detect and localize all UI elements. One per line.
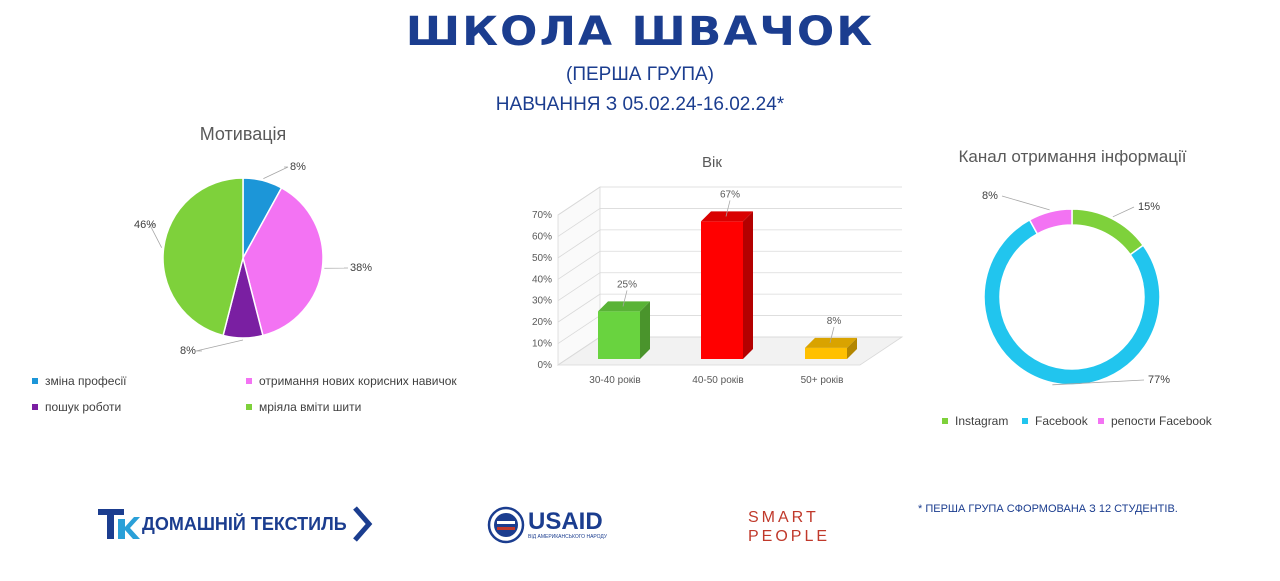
legend-swatch xyxy=(246,404,252,410)
legend-swatch xyxy=(32,404,38,410)
channel-donut-chart: 15% 77% 8% xyxy=(982,190,1170,386)
footnote: * ПЕРША ГРУПА СФОРМОВАНА З 12 СТУДЕНТІВ. xyxy=(918,503,1178,515)
legend-swatch xyxy=(1098,418,1104,424)
legend-item: зміна професії xyxy=(32,374,126,388)
bar-top xyxy=(805,337,857,348)
page-title: ШКОЛА ШВАЧОК xyxy=(405,8,875,55)
bar-side xyxy=(847,337,857,359)
y-tick-label: 20% xyxy=(532,317,552,328)
data-label: 15% xyxy=(1138,201,1160,213)
usaid-logo-word: USAID xyxy=(528,508,603,535)
y-tick-label: 50% xyxy=(532,253,552,264)
leader-line xyxy=(1001,195,1050,211)
data-label: 77% xyxy=(1148,374,1170,386)
bar-front xyxy=(701,221,743,359)
tk-logo-icon xyxy=(98,509,140,539)
legend-item: мріяла вміти шити xyxy=(246,400,361,414)
data-label: 8% xyxy=(982,190,998,202)
data-label: 46% xyxy=(134,219,156,231)
leader-line xyxy=(149,224,163,248)
age-chart-title: Вік xyxy=(702,154,722,171)
donut-segment xyxy=(1028,208,1073,235)
data-label: 25% xyxy=(617,279,637,290)
motivation-chart-title: Мотивація xyxy=(199,124,287,144)
leader-line xyxy=(195,339,244,352)
x-tick-label: 40-50 років xyxy=(692,375,743,386)
gridline xyxy=(557,315,601,344)
tk-logo-text: ДОМАШНІЙ ТЕКСТИЛЬ xyxy=(142,513,347,534)
gridline xyxy=(557,229,601,259)
usaid-logo: USAID ВІД АМЕРИКАНСЬКОГО НАРОДУ xyxy=(487,506,607,544)
legend-item: Facebook xyxy=(1022,414,1088,428)
smart-people-line-1: SMART xyxy=(748,509,819,526)
gridline xyxy=(557,336,601,366)
page-subtitle: (ПЕРША ГРУПА) xyxy=(566,64,714,85)
legend-swatch xyxy=(32,378,38,384)
legend-item: пошук роботи xyxy=(32,400,121,414)
gridline xyxy=(557,186,601,216)
leader-line xyxy=(622,290,628,307)
legend-swatch xyxy=(1022,418,1028,424)
leader-line xyxy=(1112,206,1135,218)
motivation-legend: зміна професії отримання нових корисних … xyxy=(32,374,492,422)
bar-side xyxy=(743,211,753,359)
legend-item: отримання нових корисних навичок xyxy=(246,374,457,388)
legend-swatch xyxy=(246,378,252,384)
leader-line xyxy=(1052,379,1145,386)
x-tick-label: 50+ років xyxy=(801,375,844,386)
leader-line xyxy=(725,200,731,217)
pie-slice xyxy=(162,177,244,337)
usaid-logo-text: USAID xyxy=(528,510,607,534)
data-label: 8% xyxy=(827,316,842,327)
training-dates: НАВЧАННЯ З 05.02.24-16.02.24* xyxy=(495,94,785,115)
x-tick-label: 30-40 років xyxy=(589,375,640,386)
channel-chart-title: Канал отримання інформації xyxy=(958,147,1187,166)
y-tick-label: 30% xyxy=(532,296,552,307)
side-wall xyxy=(557,186,601,366)
leader-line xyxy=(263,166,289,179)
y-tick-label: 70% xyxy=(532,210,552,221)
data-label: 8% xyxy=(180,345,196,357)
legend-label: Facebook xyxy=(1035,414,1088,428)
pie-slice xyxy=(242,186,324,337)
usaid-logo-subtext: ВІД АМЕРИКАНСЬКОГО НАРОДУ xyxy=(528,534,608,540)
legend-label: пошук роботи xyxy=(45,400,122,414)
gridline xyxy=(557,293,601,323)
data-label: 8% xyxy=(290,161,306,173)
chevron-right-icon xyxy=(352,506,372,542)
donut-segment xyxy=(1071,208,1145,256)
leader-line xyxy=(829,326,835,343)
bar-side xyxy=(640,301,650,359)
legend-label: зміна професії xyxy=(45,374,127,388)
bar-top xyxy=(701,211,753,222)
y-tick-label: 60% xyxy=(532,231,552,242)
smart-people-logo: SMART PEOPLE xyxy=(748,508,830,546)
usaid-seal-icon xyxy=(487,506,525,544)
legend-swatch xyxy=(942,418,948,424)
donut-segment xyxy=(983,218,1161,386)
legend-item: Instagram xyxy=(942,414,1008,428)
motivation-pie-chart: 8% 38% 8% 46% xyxy=(134,161,372,357)
smart-people-line-2: PEOPLE xyxy=(748,528,831,545)
data-label: 38% xyxy=(350,262,372,274)
bar-front xyxy=(598,311,640,359)
legend-item: репости Facebook xyxy=(1098,414,1212,428)
legend-label: Instagram xyxy=(955,414,1009,428)
y-tick-label: 0% xyxy=(538,360,553,371)
bar-front xyxy=(805,347,847,359)
gridline xyxy=(557,272,601,302)
domashniy-tekstyl-logo: ДОМАШНІЙ ТЕКСТИЛЬ xyxy=(96,505,373,543)
legend-label: отримання нових корисних навичок xyxy=(259,374,457,388)
legend-label: репости Facebook xyxy=(1111,414,1212,428)
bar-top xyxy=(598,301,650,312)
age-bar-chart: 0% 10% 20% 30% 40% 50% 60% 70% 25% 30-40 років 67… xyxy=(532,186,904,386)
legend-label: мріяла вміти шити xyxy=(259,400,362,414)
gridline xyxy=(557,250,601,280)
channel-legend: Instagram Facebook репости Facebook xyxy=(942,414,1242,432)
y-tick-label: 40% xyxy=(532,274,552,285)
data-label: 67% xyxy=(720,189,740,200)
y-tick-label: 10% xyxy=(532,339,552,350)
gridline xyxy=(557,208,601,237)
